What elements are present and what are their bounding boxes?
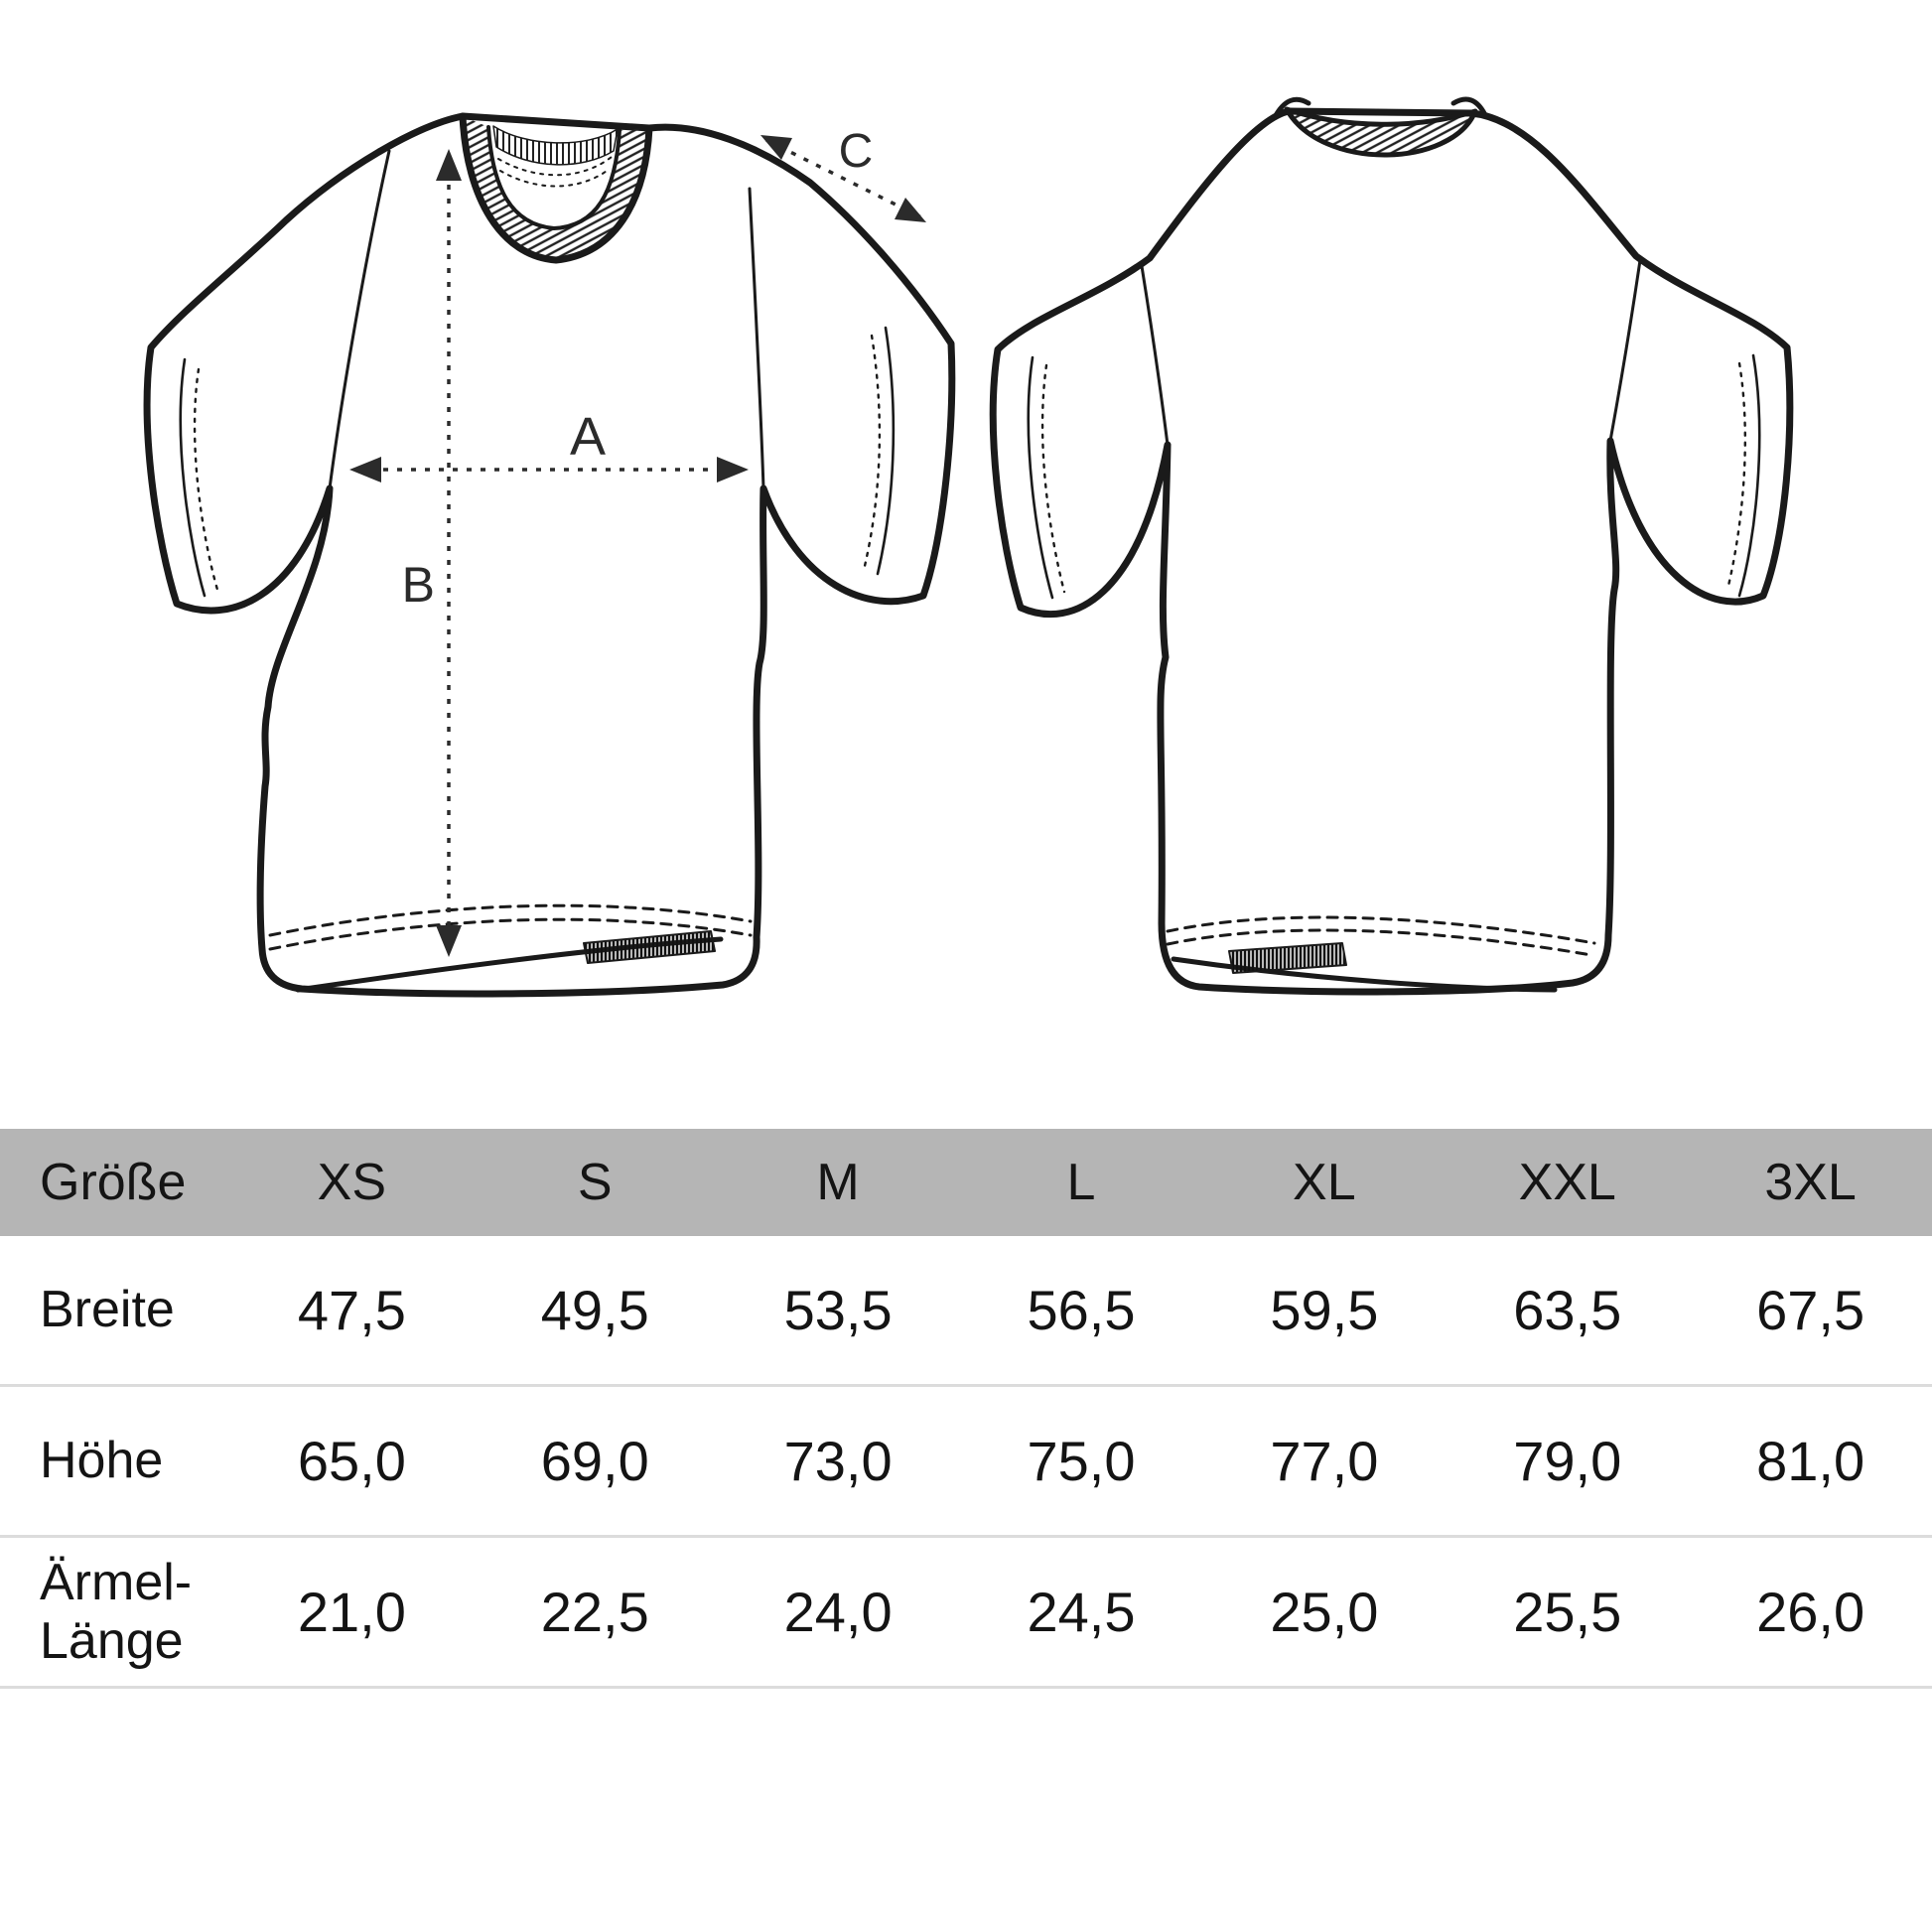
- back-right-cuff-hem: [1737, 353, 1761, 598]
- row-label: Ärmel-Länge: [40, 1554, 193, 1670]
- aermel-l: 24,5: [1027, 1581, 1136, 1643]
- width-arrow: [349, 457, 749, 483]
- hoehe-l: 75,0: [1027, 1430, 1136, 1492]
- front-hem-stitch-1: [268, 903, 753, 937]
- back-hem-fold: [1171, 956, 1558, 993]
- front-collar-inner-edge: [486, 125, 621, 230]
- header-cell-xxl: XXL: [1518, 1154, 1616, 1211]
- width-arrow-label: A: [570, 407, 606, 467]
- front-shirt-outline: [143, 112, 956, 998]
- back-right-sleeve-seam: [1608, 258, 1642, 443]
- front-care-label: [583, 930, 716, 964]
- back-right-cuff-stitch: [1725, 361, 1746, 592]
- hoehe-3xl: 81,0: [1756, 1430, 1865, 1492]
- back-care-label: [1228, 942, 1347, 974]
- row-label: Breite: [40, 1281, 175, 1339]
- front-shirt-drawing: [143, 112, 956, 998]
- front-right-cuff-hem: [876, 326, 896, 576]
- aermel-xxl: 25,5: [1513, 1581, 1622, 1643]
- breite-xl: 59,5: [1270, 1279, 1379, 1341]
- breite-s: 49,5: [540, 1279, 649, 1341]
- back-hem-stitch-2: [1166, 928, 1593, 957]
- back-collar-ribbing: [1284, 106, 1478, 158]
- header-cell-s: S: [577, 1154, 613, 1211]
- front-collar-outer-edge: [459, 112, 653, 264]
- sleeve-arrow-label: C: [839, 125, 874, 178]
- header-cell-l: L: [1066, 1154, 1096, 1211]
- front-hem-stitch-2: [268, 917, 753, 951]
- front-collar-tape-stitch-1: [497, 156, 613, 177]
- back-left-sleeve-seam: [1140, 264, 1170, 447]
- hoehe-xl: 77,0: [1270, 1430, 1379, 1492]
- aermel-xl: 25,0: [1270, 1581, 1379, 1643]
- size-table-header-row: Größe XS S M L XL XXL 3XL: [0, 1129, 1932, 1236]
- table-row-aermel-laenge: Ärmel-Länge 21,0 22,5 24,0 24,5 25,0 25,…: [0, 1538, 1932, 1689]
- table-row-hoehe: Höhe 65,0 69,0 73,0 75,0 77,0 79,0 81,0: [0, 1387, 1932, 1538]
- back-hem-stitch-1: [1166, 915, 1596, 945]
- back-shirt-outline: [989, 107, 1794, 996]
- height-arrow-label: B: [402, 557, 435, 613]
- size-column-header: Größe: [40, 1153, 187, 1211]
- hoehe-m: 73,0: [783, 1430, 893, 1492]
- front-left-cuff-hem: [179, 357, 207, 598]
- size-diagram: A B C: [143, 96, 1794, 998]
- back-left-cuff-hem: [1027, 355, 1054, 600]
- row-label: Höhe: [40, 1432, 164, 1490]
- aermel-s: 22,5: [540, 1581, 649, 1643]
- hoehe-xs: 65,0: [297, 1430, 406, 1492]
- front-collar-ribbing: [463, 116, 649, 260]
- front-left-cuff-stitch: [193, 367, 219, 592]
- aermel-xs: 21,0: [297, 1581, 406, 1643]
- front-right-sleeve-seam: [748, 187, 765, 490]
- breite-l: 56,5: [1027, 1279, 1136, 1341]
- back-collar-right-bump: [1450, 96, 1488, 118]
- aermel-m: 24,0: [783, 1581, 893, 1643]
- sleeve-arrow: [760, 135, 926, 222]
- breite-m: 53,5: [783, 1279, 893, 1341]
- front-collar-back-ribbing: [492, 125, 619, 166]
- front-left-sleeve-seam: [328, 149, 391, 490]
- hoehe-s: 69,0: [540, 1430, 649, 1492]
- back-shirt-drawing: [989, 96, 1794, 996]
- measurement-arrows: A B C: [349, 125, 926, 957]
- hoehe-xxl: 79,0: [1513, 1430, 1622, 1492]
- aermel-3xl: 26,0: [1756, 1581, 1865, 1643]
- size-table: Größe XS S M L XL XXL 3XL Breite 47,5 49…: [0, 1129, 1932, 1689]
- breite-xxl: 63,5: [1513, 1279, 1622, 1341]
- breite-3xl: 67,5: [1756, 1279, 1865, 1341]
- breite-xs: 47,5: [297, 1279, 406, 1341]
- header-cell-m: M: [816, 1154, 860, 1211]
- front-right-cuff-stitch: [863, 334, 882, 568]
- back-left-cuff-stitch: [1040, 363, 1066, 594]
- header-cell-xl: XL: [1293, 1154, 1356, 1211]
- header-cell-xs: XS: [317, 1154, 387, 1211]
- height-arrow: [436, 149, 462, 957]
- header-cell-3xl: 3XL: [1764, 1154, 1857, 1211]
- back-collar-left-bump: [1272, 96, 1311, 120]
- table-row-breite: Breite 47,5 49,5 53,5 56,5 59,5 63,5 67,…: [0, 1236, 1932, 1387]
